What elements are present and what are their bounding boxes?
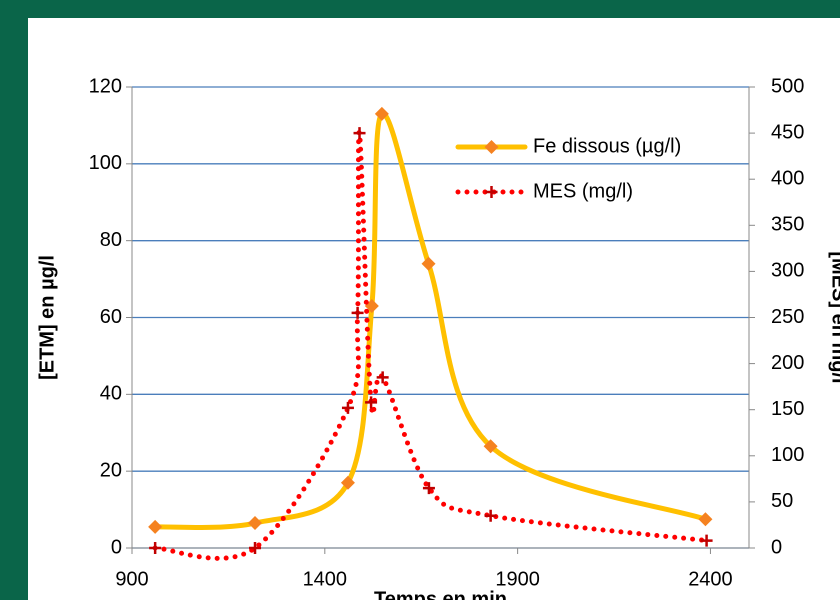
x-tick-label: 1900 [495,568,540,590]
data-point [353,127,366,140]
data-point [422,482,435,495]
y2-tick-label: 250 [771,306,804,328]
panel [28,18,840,600]
data-point [340,475,355,490]
y2-tick-label: 150 [771,398,804,420]
y-tick-label: 20 [100,459,122,481]
data-point [248,516,263,531]
legend-label: MES (mg/l) [533,180,633,202]
data-point [374,106,389,121]
y-tick-label: 100 [89,152,122,174]
y-tick-label: 60 [100,306,122,328]
y-tick-label: 40 [100,383,122,405]
data-point [365,396,378,409]
y-tick-label: 0 [111,536,122,558]
data-point [700,534,713,547]
y2-tick-label: 200 [771,352,804,374]
data-point [249,542,262,554]
y2-tick-label: 500 [771,75,804,97]
series-line [152,129,710,561]
x-tick-label: 2400 [688,568,733,590]
data-point [149,542,162,554]
y2-tick-label: 400 [771,167,804,189]
y2-tick-label: 350 [771,214,804,236]
x-axis-label: Temps en min [374,588,507,600]
y2-tick-label: 450 [771,121,804,143]
y2-tick-label: 300 [771,260,804,282]
data-point [483,439,498,454]
x-tick-label: 900 [115,568,148,590]
legend-marker [484,140,499,154]
data-point [341,401,354,414]
legend-label: Fe dissous (µg/l) [533,135,681,157]
x-tick-label: 1400 [303,568,348,590]
data-point [421,256,436,271]
data-point [484,509,497,522]
y2-tick-label: 0 [771,536,782,558]
legend-marker [485,186,498,198]
y2-axis-label: [MES] en mg/l [828,251,840,383]
y2-tick-label: 50 [771,490,793,512]
data-point [376,371,389,384]
y-tick-label: 80 [100,229,122,251]
data-point [698,512,713,527]
y-axis-label: [ETM] en µg/l [36,255,58,380]
y-tick-label: 120 [89,75,122,97]
y2-tick-label: 100 [771,444,804,466]
data-point [148,519,163,534]
data-point [351,306,364,319]
